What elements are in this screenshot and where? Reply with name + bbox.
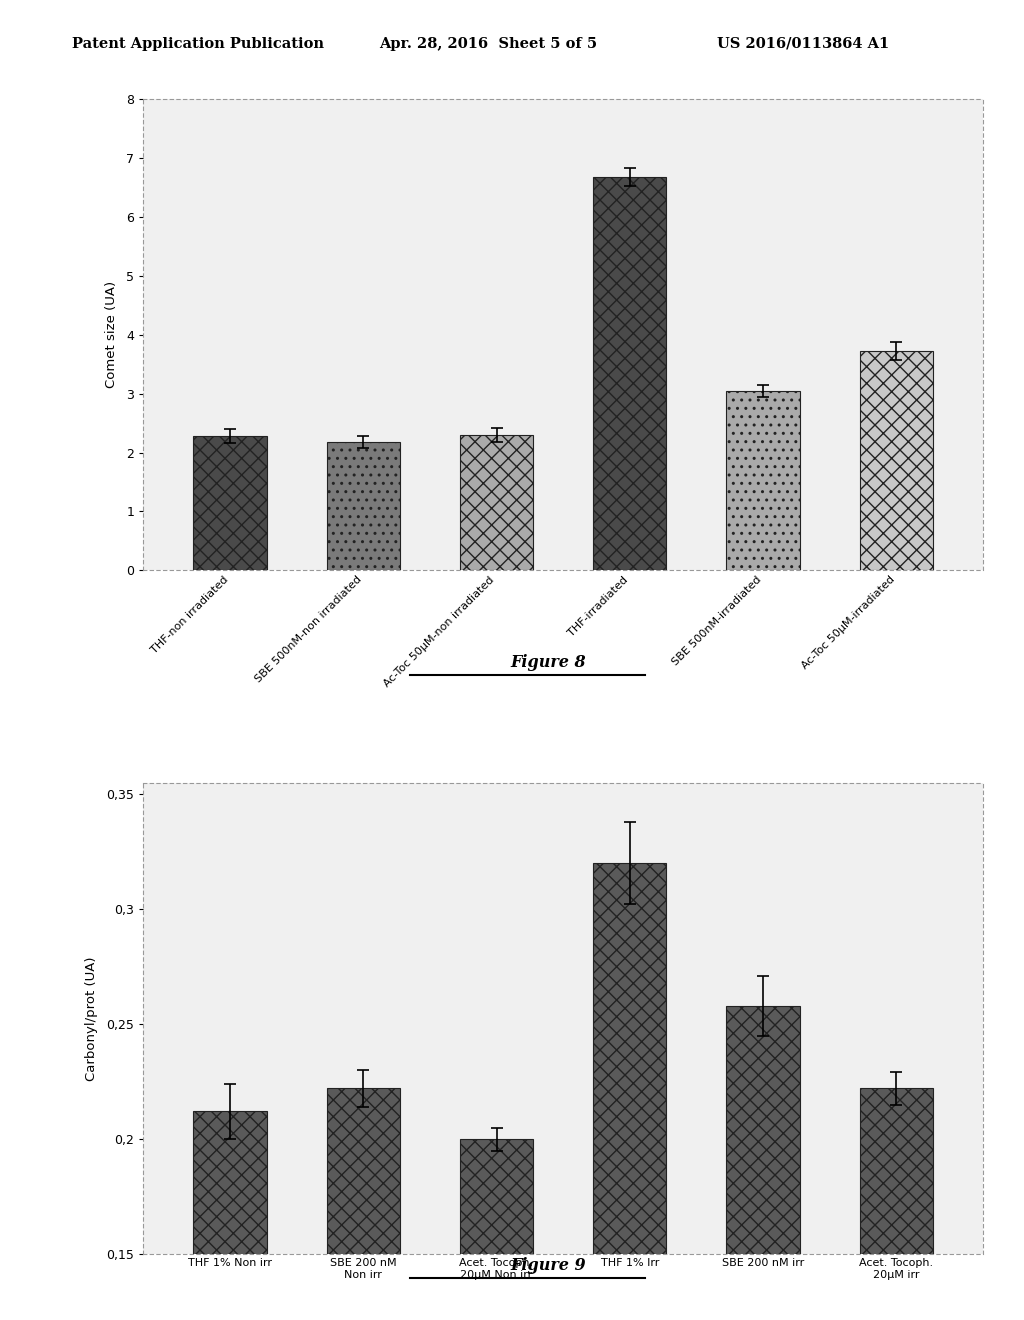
Bar bbox=[860, 1089, 933, 1320]
Text: Figure 8: Figure 8 bbox=[510, 653, 586, 671]
Text: Apr. 28, 2016  Sheet 5 of 5: Apr. 28, 2016 Sheet 5 of 5 bbox=[379, 37, 597, 51]
Bar bbox=[194, 436, 266, 570]
Bar bbox=[327, 442, 400, 570]
Bar bbox=[726, 1006, 800, 1320]
Bar bbox=[327, 1089, 400, 1320]
Bar bbox=[593, 863, 667, 1320]
Bar bbox=[860, 351, 933, 570]
Bar bbox=[460, 434, 534, 570]
Bar bbox=[593, 177, 667, 570]
Bar bbox=[460, 1139, 534, 1320]
Text: Patent Application Publication: Patent Application Publication bbox=[72, 37, 324, 51]
Y-axis label: Comet size (UA): Comet size (UA) bbox=[105, 281, 118, 388]
Text: US 2016/0113864 A1: US 2016/0113864 A1 bbox=[717, 37, 889, 51]
Bar bbox=[194, 1111, 266, 1320]
Y-axis label: Carbonyl/prot (UA): Carbonyl/prot (UA) bbox=[85, 956, 98, 1081]
Text: Figure 9: Figure 9 bbox=[510, 1257, 586, 1274]
Bar bbox=[726, 391, 800, 570]
